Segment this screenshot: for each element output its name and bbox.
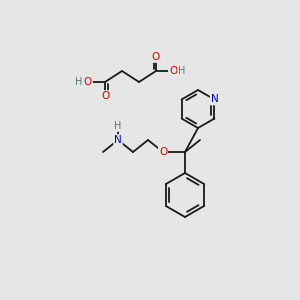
Text: N: N: [114, 135, 122, 145]
Text: H: H: [178, 66, 186, 76]
Text: O: O: [84, 77, 92, 87]
Text: H: H: [75, 77, 83, 87]
Text: O: O: [169, 66, 177, 76]
Text: O: O: [152, 52, 160, 62]
Text: O: O: [101, 91, 109, 101]
Text: H: H: [114, 121, 122, 131]
Text: O: O: [159, 147, 167, 157]
Text: N: N: [211, 94, 218, 104]
